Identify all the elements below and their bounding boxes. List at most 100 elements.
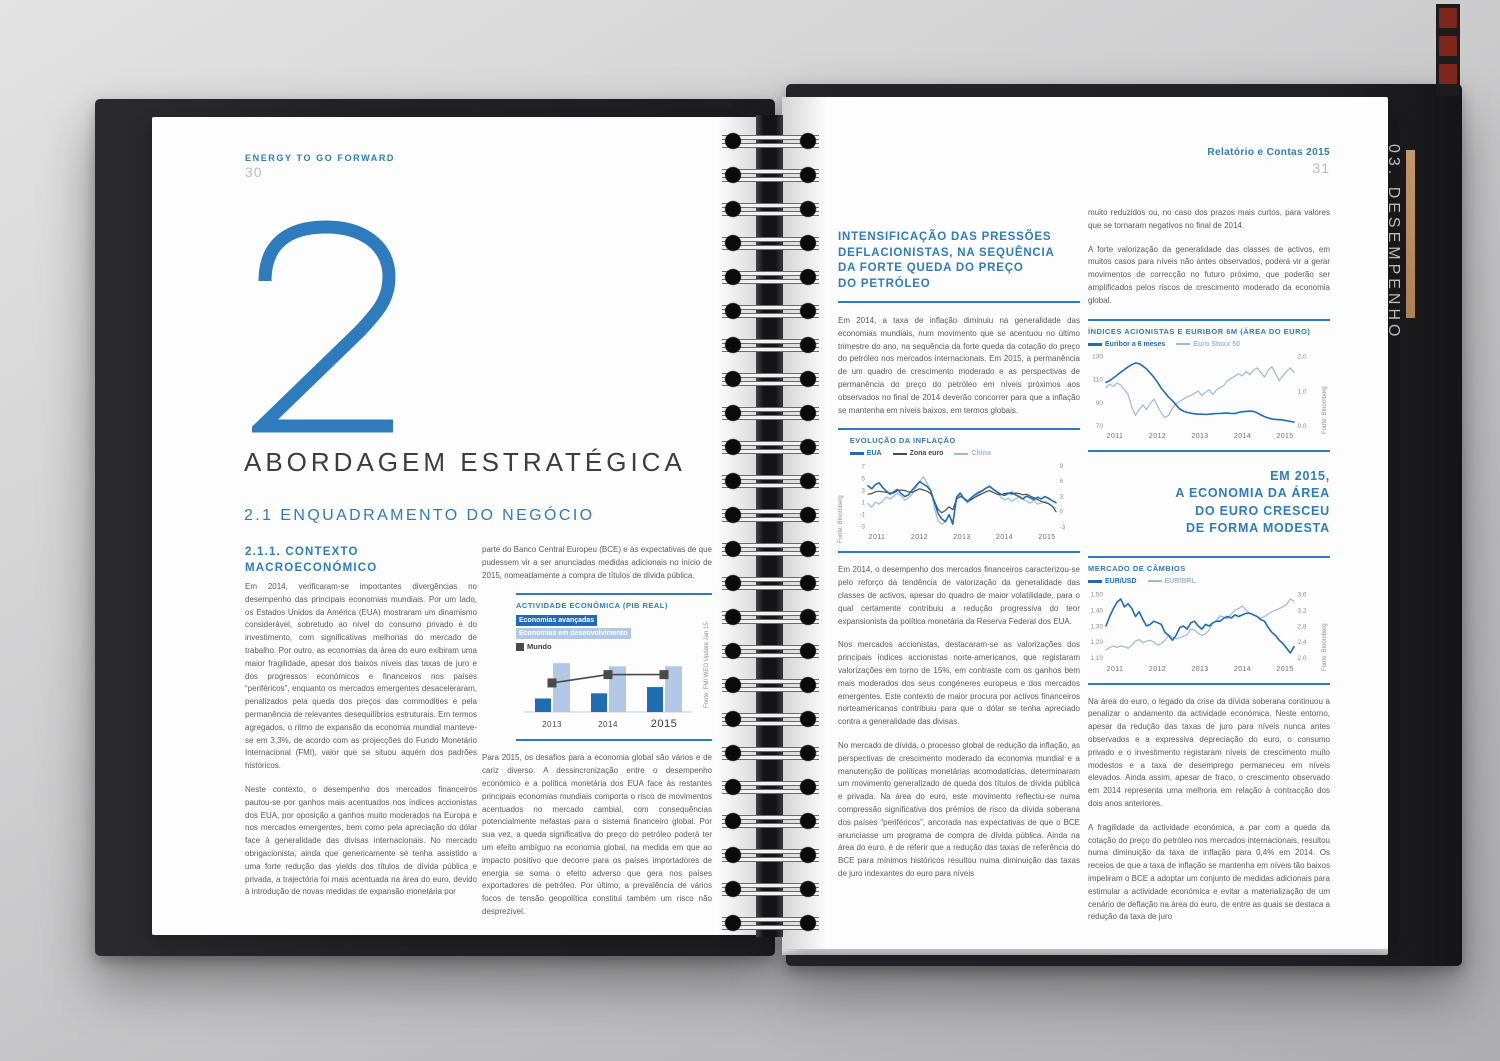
section-tab-stripe xyxy=(1406,150,1415,318)
left-page: ENERGY TO GO FORWARD 30 ABORDAGEM ESTRAT… xyxy=(152,117,758,935)
legend-item: Euribor a 6 meses xyxy=(1088,341,1165,348)
svg-text:2012: 2012 xyxy=(911,534,928,541)
svg-text:2013: 2013 xyxy=(542,720,562,729)
chart-source: Fonte: Bloomberg xyxy=(1322,622,1329,671)
legend-item: EUR/USD xyxy=(1088,578,1137,585)
svg-text:2014: 2014 xyxy=(996,534,1013,541)
body-paragraph: Nos mercados accionistas, destacaram-se … xyxy=(838,640,1080,727)
svg-text:1,40: 1,40 xyxy=(1090,607,1103,614)
chart-title: EVOLUÇÃO DA INFLAÇÃO xyxy=(849,436,956,446)
svg-text:0: 0 xyxy=(1059,509,1063,516)
body-paragraph: Para 2015, os desafios para a economia g… xyxy=(482,753,712,916)
svg-text:2015: 2015 xyxy=(1276,666,1293,673)
cover-top-accents xyxy=(1436,4,1460,96)
svg-text:0,0: 0,0 xyxy=(1298,422,1307,429)
svg-text:2015: 2015 xyxy=(1276,433,1293,440)
heading-line: INTENSIFICAÇÃO DAS PRESSÕES xyxy=(838,231,1052,243)
svg-text:3: 3 xyxy=(1059,494,1063,501)
section-title: 2.1 ENQUADRAMENTO DO NEGÓCIO xyxy=(244,507,595,524)
svg-text:1,20: 1,20 xyxy=(1090,639,1103,646)
body-paragraph: Neste contexto, o desempenho dos mercado… xyxy=(245,784,477,897)
svg-text:2,4: 2,4 xyxy=(1298,639,1307,646)
section-tab-label: 03. DESEMPENHO xyxy=(1385,144,1402,341)
legend-swatch xyxy=(849,452,864,456)
body-paragraph: A fragilidade da actividade económica, a… xyxy=(1088,822,1330,922)
chart-mercado-de-cambios: MERCADO DE CÂMBIOS EUR/USD EUR/BRL 1,50 1,40… xyxy=(1088,555,1330,685)
svg-text:2013: 2013 xyxy=(1191,433,1208,440)
chart-body: ACTIVIDADE ECONÓMICA (PIB REAL) Economias… xyxy=(516,598,702,735)
chart-source: Fonte: Bloomberg xyxy=(1322,385,1329,434)
page-number-right: 31 xyxy=(1312,160,1330,176)
chart-plot: 130 110 90 70 2,0 1,0 0,0 2011 2012 2013 2014 2015 xyxy=(1092,353,1307,440)
legend-item: Mundo xyxy=(516,641,552,652)
chart-legend: EUA Zona euro China xyxy=(849,450,1080,458)
legend-swatch xyxy=(1147,579,1162,583)
brand-line: ENERGY TO GO FORWARD xyxy=(245,153,396,163)
svg-text:2014: 2014 xyxy=(598,720,618,729)
svg-text:6: 6 xyxy=(1059,479,1063,486)
legend-item: Zona euro xyxy=(892,450,944,458)
subsection-line: 2.1.1. CONTEXTO xyxy=(245,546,359,558)
svg-text:2011: 2011 xyxy=(1107,433,1124,440)
svg-text:1,30: 1,30 xyxy=(1090,623,1103,630)
svg-text:2,0: 2,0 xyxy=(1298,353,1307,360)
chart-source: Fonte: FMI WEO Update Jan 15 xyxy=(704,622,711,709)
chart-legend: Euribor a 6 meses Euro Stoxx 50 xyxy=(1088,341,1320,348)
chart-actividade-economica: ACTIVIDADE ECONÓMICA (PIB REAL) Economias… xyxy=(516,593,712,742)
svg-text:-3: -3 xyxy=(1059,524,1065,531)
pull-quote-line: DO EURO CRESCEU xyxy=(1195,503,1330,518)
body-paragraph: Em 2014, o desempenho dos mercados finan… xyxy=(838,565,1080,626)
chart-plot: 2013 2014 2015 xyxy=(524,663,692,730)
legend-item: Economias em desenvolvimento xyxy=(516,628,631,640)
svg-text:2013: 2013 xyxy=(953,534,970,541)
page-number-left: 30 xyxy=(245,164,263,180)
body-paragraph: Em 2014, verificaram-se importantes dive… xyxy=(245,582,477,771)
svg-text:1,0: 1,0 xyxy=(1298,388,1307,395)
svg-text:1: 1 xyxy=(861,500,865,507)
legend-swatch xyxy=(892,452,907,456)
svg-text:2012: 2012 xyxy=(1149,433,1166,440)
svg-text:2011: 2011 xyxy=(868,534,885,541)
svg-text:2013: 2013 xyxy=(1191,666,1208,673)
spiral-binding xyxy=(722,124,819,936)
legend-item: EUA xyxy=(849,450,882,457)
report-title: Relatório e Contas 2015 xyxy=(1207,147,1330,158)
legend-label: China xyxy=(971,450,991,458)
chart-body: EVOLUÇÃO DA INFLAÇÃO EUA Zona euro China 7 5 3… xyxy=(849,433,1080,547)
body-paragraph: A forte valorização da generalidade das … xyxy=(1088,244,1330,305)
svg-text:2015: 2015 xyxy=(1038,534,1055,541)
legend-label: EUR/USD xyxy=(1105,577,1137,585)
subsection-title: 2.1.1. CONTEXTO MACROECONÓMICO xyxy=(245,544,377,576)
svg-text:110: 110 xyxy=(1093,376,1104,383)
svg-text:-1: -1 xyxy=(859,512,865,519)
svg-text:3: 3 xyxy=(861,488,865,495)
body-paragraph: No mercado de dívida, o processo global … xyxy=(838,741,1080,878)
pull-quote: EM 2015, A ECONOMIA DA ÁREA DO EURO CRES… xyxy=(1088,468,1330,538)
heading-line: DA FORTE QUEDA DO PREÇO xyxy=(838,262,1024,275)
chart-body: ÍNDICES ACIONISTAS E EURIBOR 6M (ÁREA DO… xyxy=(1088,324,1320,446)
pull-quote-line: A ECONOMIA DA ÁREA xyxy=(1175,486,1330,501)
right-page: Relatório e Contas 2015 31 INTENSIFICAÇÃ… xyxy=(782,97,1388,949)
svg-text:2011: 2011 xyxy=(1107,666,1124,673)
legend-swatch xyxy=(1088,342,1102,346)
chart-title: ÍNDICES ACIONISTAS E EURIBOR 6M (ÁREA DO… xyxy=(1088,326,1311,336)
article-heading: INTENSIFICAÇÃO DAS PRESSÕES DEFLACIONIST… xyxy=(838,230,1080,304)
chart-evolucao-da-inflacao: Fonte: Bloomberg EVOLUÇÃO DA INFLAÇÃO EUA Z… xyxy=(838,428,1080,554)
svg-text:2012: 2012 xyxy=(1149,666,1166,673)
chart-body: MERCADO DE CÂMBIOS EUR/USD EUR/BRL 1,50 1,40… xyxy=(1088,561,1320,679)
right-page-header: Relatório e Contas 2015 31 xyxy=(1207,147,1330,176)
legend-label: Zona euro xyxy=(909,450,944,458)
svg-text:7: 7 xyxy=(861,464,865,471)
heading-line: DO PETRÓLEO xyxy=(838,277,931,290)
legend-swatch xyxy=(516,642,524,651)
pull-quote-line: DE FORMA MODESTA xyxy=(1185,521,1330,536)
chapter-number-figure xyxy=(252,220,396,433)
svg-text:3,2: 3,2 xyxy=(1298,607,1307,614)
chart-legend: EUR/USD EUR/BRL xyxy=(1088,578,1320,585)
legend-label: Mundo xyxy=(527,642,552,652)
svg-text:3,6: 3,6 xyxy=(1298,591,1307,598)
svg-text:2,8: 2,8 xyxy=(1298,623,1307,630)
svg-text:2014: 2014 xyxy=(1234,666,1251,673)
